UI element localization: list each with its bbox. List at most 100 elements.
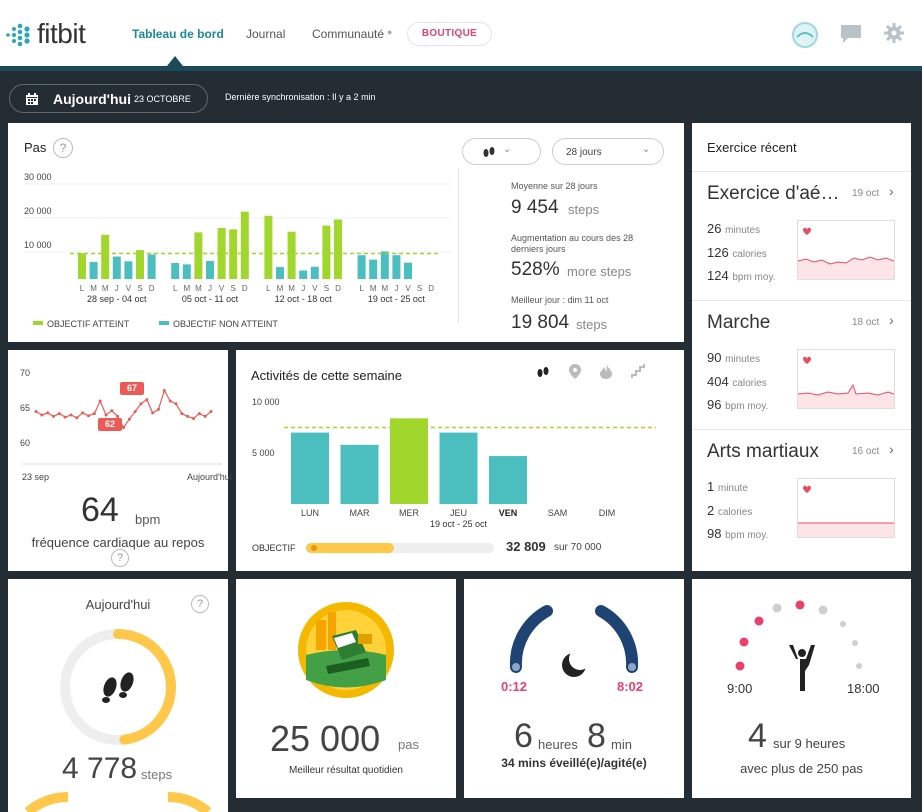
activity-day-label: MER [399, 508, 420, 518]
exercise-date: 16 oct [852, 446, 880, 457]
sleep-card[interactable]: 0:12 8:02 6 heures 8 min 34 mins éveillé… [464, 579, 684, 798]
exercise-bpm-unit: bpm moy. [725, 530, 769, 541]
hr-point [127, 417, 131, 421]
exercise-bpm: 96 [707, 397, 722, 412]
steps-day-label: L [173, 284, 178, 293]
hr-point [110, 409, 114, 413]
steps-avg-unit: steps [568, 202, 600, 217]
steps-bar [89, 262, 98, 279]
exercise-minutes-unit: minutes [725, 354, 761, 365]
sleep-end: 8:02 [617, 679, 644, 694]
hr-point [180, 412, 184, 416]
steps-day-label: L [266, 284, 271, 293]
nav-dashboard[interactable]: Tableau de bord [132, 27, 224, 41]
steps-day-label: M [288, 284, 295, 293]
hourly-value: 4 [748, 717, 767, 755]
steps-bar [264, 215, 273, 279]
steps-bar [310, 266, 319, 279]
steps-y-tick: 20 000 [24, 206, 52, 216]
avatar[interactable] [791, 21, 819, 49]
steps-bar [136, 250, 144, 279]
hourly-dots-ring [735, 600, 862, 691]
flame-icon[interactable] [600, 364, 612, 379]
hr-help-icon[interactable]: ? [111, 549, 129, 567]
hr-point [145, 398, 149, 402]
goal-progress-fill [306, 543, 395, 553]
sneaker-badge-icon [298, 602, 394, 698]
date-selector[interactable]: Aujourd'hui 23 OCTOBRE [9, 84, 208, 113]
exercise-minutes-unit: minutes [725, 225, 761, 236]
hr-point [192, 417, 195, 420]
steps-bar [299, 270, 308, 279]
goal-progress-track [306, 543, 494, 553]
today-help-icon[interactable]: ? [191, 595, 209, 613]
hr-point [139, 402, 143, 406]
weekly-activity-card: Activités de cette semaine 10 000 5 000 LU… [236, 350, 684, 571]
steps-best-label: Meilleur jour : dim 11 oct [511, 295, 609, 305]
footsteps-icon[interactable] [536, 365, 550, 379]
stairs-icon[interactable] [631, 364, 645, 378]
best-result-card[interactable]: 25 000 pas Meilleur résultat quotidien [236, 579, 456, 798]
steps-bar [101, 234, 110, 279]
steps-avg-label: Moyenne sur 28 jours [511, 181, 598, 191]
fitbit-logo-icon[interactable] [5, 23, 33, 47]
fitbit-logo-text[interactable]: fitbit [37, 18, 86, 49]
steps-increase-label: Augmentation au cours des 28 derniers jo… [511, 233, 634, 254]
nav-journal[interactable]: Journal [246, 27, 286, 41]
steps-bar [240, 211, 249, 279]
exercise-date: 19 oct [852, 188, 880, 199]
sync-status: Dernière synchronisation : Il y a 2 min [225, 92, 376, 102]
messages-icon[interactable] [840, 24, 862, 44]
steps-day-label: M [370, 284, 377, 293]
steps-day-label: M [381, 284, 388, 293]
steps-day-label: V [219, 284, 225, 293]
activity-y-tick: 5 000 [252, 448, 275, 458]
steps-range-dropdown[interactable]: 28 jours ⌄ [552, 138, 664, 165]
today-steps-card[interactable]: Aujourd'hui ? 4 778 steps [8, 579, 228, 812]
heart-icon [803, 485, 811, 493]
week-range-label: 19 oct - 25 oct [430, 519, 488, 529]
steps-metric-dropdown[interactable]: ⌄ [462, 138, 541, 165]
hourly-activity-card[interactable]: 9:00 18:00 4 sur 9 heures avec plus de 2… [692, 579, 911, 798]
best-unit: pas [398, 737, 419, 752]
hr-y-tick: 65 [20, 403, 30, 413]
activity-day-label: VEN [499, 508, 518, 518]
nav-community[interactable]: Communauté [312, 27, 385, 41]
activity-day-label: JEU [450, 508, 467, 518]
location-pin-icon[interactable] [569, 364, 581, 379]
hr-point [162, 389, 166, 392]
hr-max-badge: 67 [120, 382, 144, 395]
hr-x-start: 23 sep [22, 472, 50, 482]
hr-min-badge: 62 [98, 418, 122, 431]
steps-bar [171, 263, 180, 279]
steps-bar [217, 228, 226, 279]
steps-day-label: M [90, 284, 97, 293]
activity-y-tick: 10 000 [252, 397, 280, 407]
exercise-calories-unit: calories [717, 507, 753, 518]
chevron-right-icon[interactable]: › [889, 441, 894, 457]
exercise-item[interactable]: Exercice d'aé… 19 oct › 26 minutes 126 c… [692, 171, 911, 300]
heart-rate-card[interactable]: 70 65 60 23 sep Aujourd'hui 64 bpm fréquen… [8, 350, 232, 571]
activity-bar [439, 432, 478, 504]
resting-hr-value: 64 [81, 491, 119, 529]
hourly-label: avec plus de 250 pas [740, 761, 863, 776]
heart-icon [803, 356, 811, 364]
steps-bar [357, 255, 366, 279]
chevron-right-icon[interactable]: › [889, 183, 894, 199]
activity-day-label: MAR [350, 508, 371, 518]
steps-day-label: V [126, 284, 132, 293]
steps-day-label: D [242, 284, 248, 293]
exercise-item[interactable]: Arts martiaux 16 oct › 1 minute 2 calori… [692, 429, 911, 571]
hr-point [52, 414, 55, 418]
exercise-item[interactable]: Marche 18 oct › 90 minutes 404 calories … [692, 300, 911, 429]
nav-shop-button[interactable]: BOUTIQUE [407, 22, 492, 46]
steps-help-icon[interactable]: ? [53, 138, 73, 158]
exercise-bpm-unit: bpm moy. [732, 272, 776, 283]
chevron-right-icon[interactable]: › [889, 312, 894, 328]
steps-day-label: M [195, 284, 202, 293]
settings-gear-icon[interactable] [884, 23, 904, 43]
hourly-of: sur 9 heures [773, 736, 846, 751]
hr-point [186, 414, 190, 418]
steps-day-label: J [208, 284, 212, 293]
